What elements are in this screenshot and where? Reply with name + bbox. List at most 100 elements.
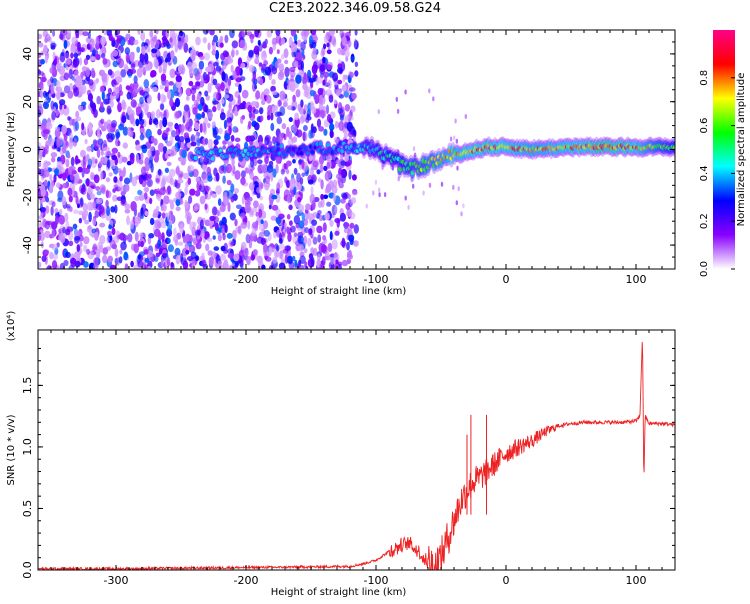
- noise-blob: [348, 130, 354, 138]
- noise-blob: [207, 63, 215, 73]
- noise-blob: [301, 159, 305, 170]
- noise-blob: [271, 204, 279, 211]
- noise-blob: [308, 77, 316, 83]
- noise-blob: [157, 168, 162, 176]
- noise-blob: [248, 49, 254, 58]
- noise-blob: [157, 243, 162, 250]
- noise-blob: [345, 31, 351, 38]
- noise-blob: [215, 185, 222, 195]
- noise-blob: [102, 247, 109, 255]
- noise-blob: [141, 203, 147, 210]
- noise-blob: [224, 34, 229, 44]
- noise-blob: [255, 90, 261, 100]
- signal-core: [326, 142, 331, 148]
- noise-blob: [95, 78, 100, 83]
- noise-blob: [177, 64, 183, 74]
- noise-blob: [281, 232, 285, 237]
- noise-blob: [278, 99, 282, 107]
- noise-blob: [58, 209, 63, 216]
- noise-blob: [79, 57, 83, 66]
- noise-blob: [211, 193, 217, 198]
- noise-blob: [298, 244, 304, 252]
- noise-blob: [345, 202, 351, 210]
- noise-blob: [261, 99, 266, 106]
- noise-blob: [290, 30, 296, 37]
- noise-blob: [464, 114, 467, 119]
- noise-blob: [111, 147, 119, 154]
- noise-blob: [280, 168, 285, 175]
- noise-blob: [268, 46, 273, 55]
- noise-blob: [323, 165, 328, 172]
- noise-blob: [202, 30, 210, 35]
- noise-blob: [197, 94, 201, 100]
- noise-blob: [261, 163, 267, 173]
- noise-blob: [83, 209, 89, 217]
- noise-blob: [293, 215, 301, 225]
- noise-blob: [192, 168, 199, 178]
- noise-blob: [99, 85, 105, 93]
- noise-blob: [311, 219, 317, 226]
- y-tick-label: 40: [21, 47, 34, 61]
- noise-blob: [274, 60, 280, 69]
- noise-blob: [343, 222, 350, 227]
- noise-blob: [338, 94, 345, 99]
- noise-blob: [337, 79, 343, 85]
- noise-blob: [76, 244, 81, 252]
- noise-blob: [45, 196, 50, 203]
- noise-blob: [127, 72, 132, 78]
- noise-blob: [347, 193, 351, 200]
- noise-blob: [85, 178, 90, 187]
- noise-blob: [109, 264, 117, 269]
- signal-core: [284, 152, 288, 157]
- noise-blob: [255, 211, 259, 217]
- noise-blob: [188, 80, 194, 87]
- noise-blob: [140, 240, 144, 248]
- noise-blob: [137, 30, 141, 35]
- noise-blob: [118, 84, 123, 93]
- noise-blob: [295, 74, 302, 84]
- noise-blob: [422, 190, 425, 196]
- noise-blob: [201, 111, 205, 119]
- noise-blob: [88, 79, 94, 86]
- noise-blob: [63, 104, 67, 110]
- noise-blob: [286, 169, 290, 175]
- noise-blob: [58, 215, 65, 225]
- noise-blob: [283, 48, 289, 59]
- noise-blob: [67, 153, 71, 159]
- noise-blob: [50, 152, 58, 158]
- noise-blob: [73, 87, 79, 97]
- noise-blob: [118, 256, 123, 264]
- noise-blob: [80, 149, 86, 158]
- noise-blob: [333, 253, 340, 261]
- noise-blob: [96, 198, 103, 204]
- noise-blob: [209, 215, 216, 222]
- noise-blob: [71, 186, 75, 197]
- noise-blob: [161, 212, 166, 219]
- noise-blob: [227, 248, 234, 254]
- noise-blob: [240, 170, 246, 179]
- noise-blob: [67, 166, 73, 175]
- noise-blob: [59, 234, 66, 244]
- noise-blob: [151, 48, 158, 54]
- noise-blob: [148, 120, 153, 126]
- noise-blob: [88, 211, 92, 223]
- noise-blob: [129, 114, 135, 123]
- noise-blob: [256, 236, 264, 244]
- noise-blob: [284, 59, 289, 65]
- noise-blob: [233, 253, 240, 262]
- noise-blob: [351, 174, 357, 181]
- noise-blob: [182, 260, 189, 269]
- noise-blob: [155, 109, 161, 119]
- noise-blob: [107, 135, 114, 143]
- noise-blob: [309, 103, 315, 110]
- noise-blob: [320, 193, 324, 200]
- noise-blob: [238, 103, 245, 110]
- noise-blob: [50, 100, 55, 110]
- noise-blob: [77, 166, 83, 173]
- noise-blob: [171, 130, 176, 138]
- noise-blob: [300, 60, 304, 71]
- noise-blob: [318, 126, 324, 132]
- noise-blob: [365, 203, 368, 209]
- noise-blob: [215, 65, 221, 72]
- noise-blob: [45, 122, 53, 130]
